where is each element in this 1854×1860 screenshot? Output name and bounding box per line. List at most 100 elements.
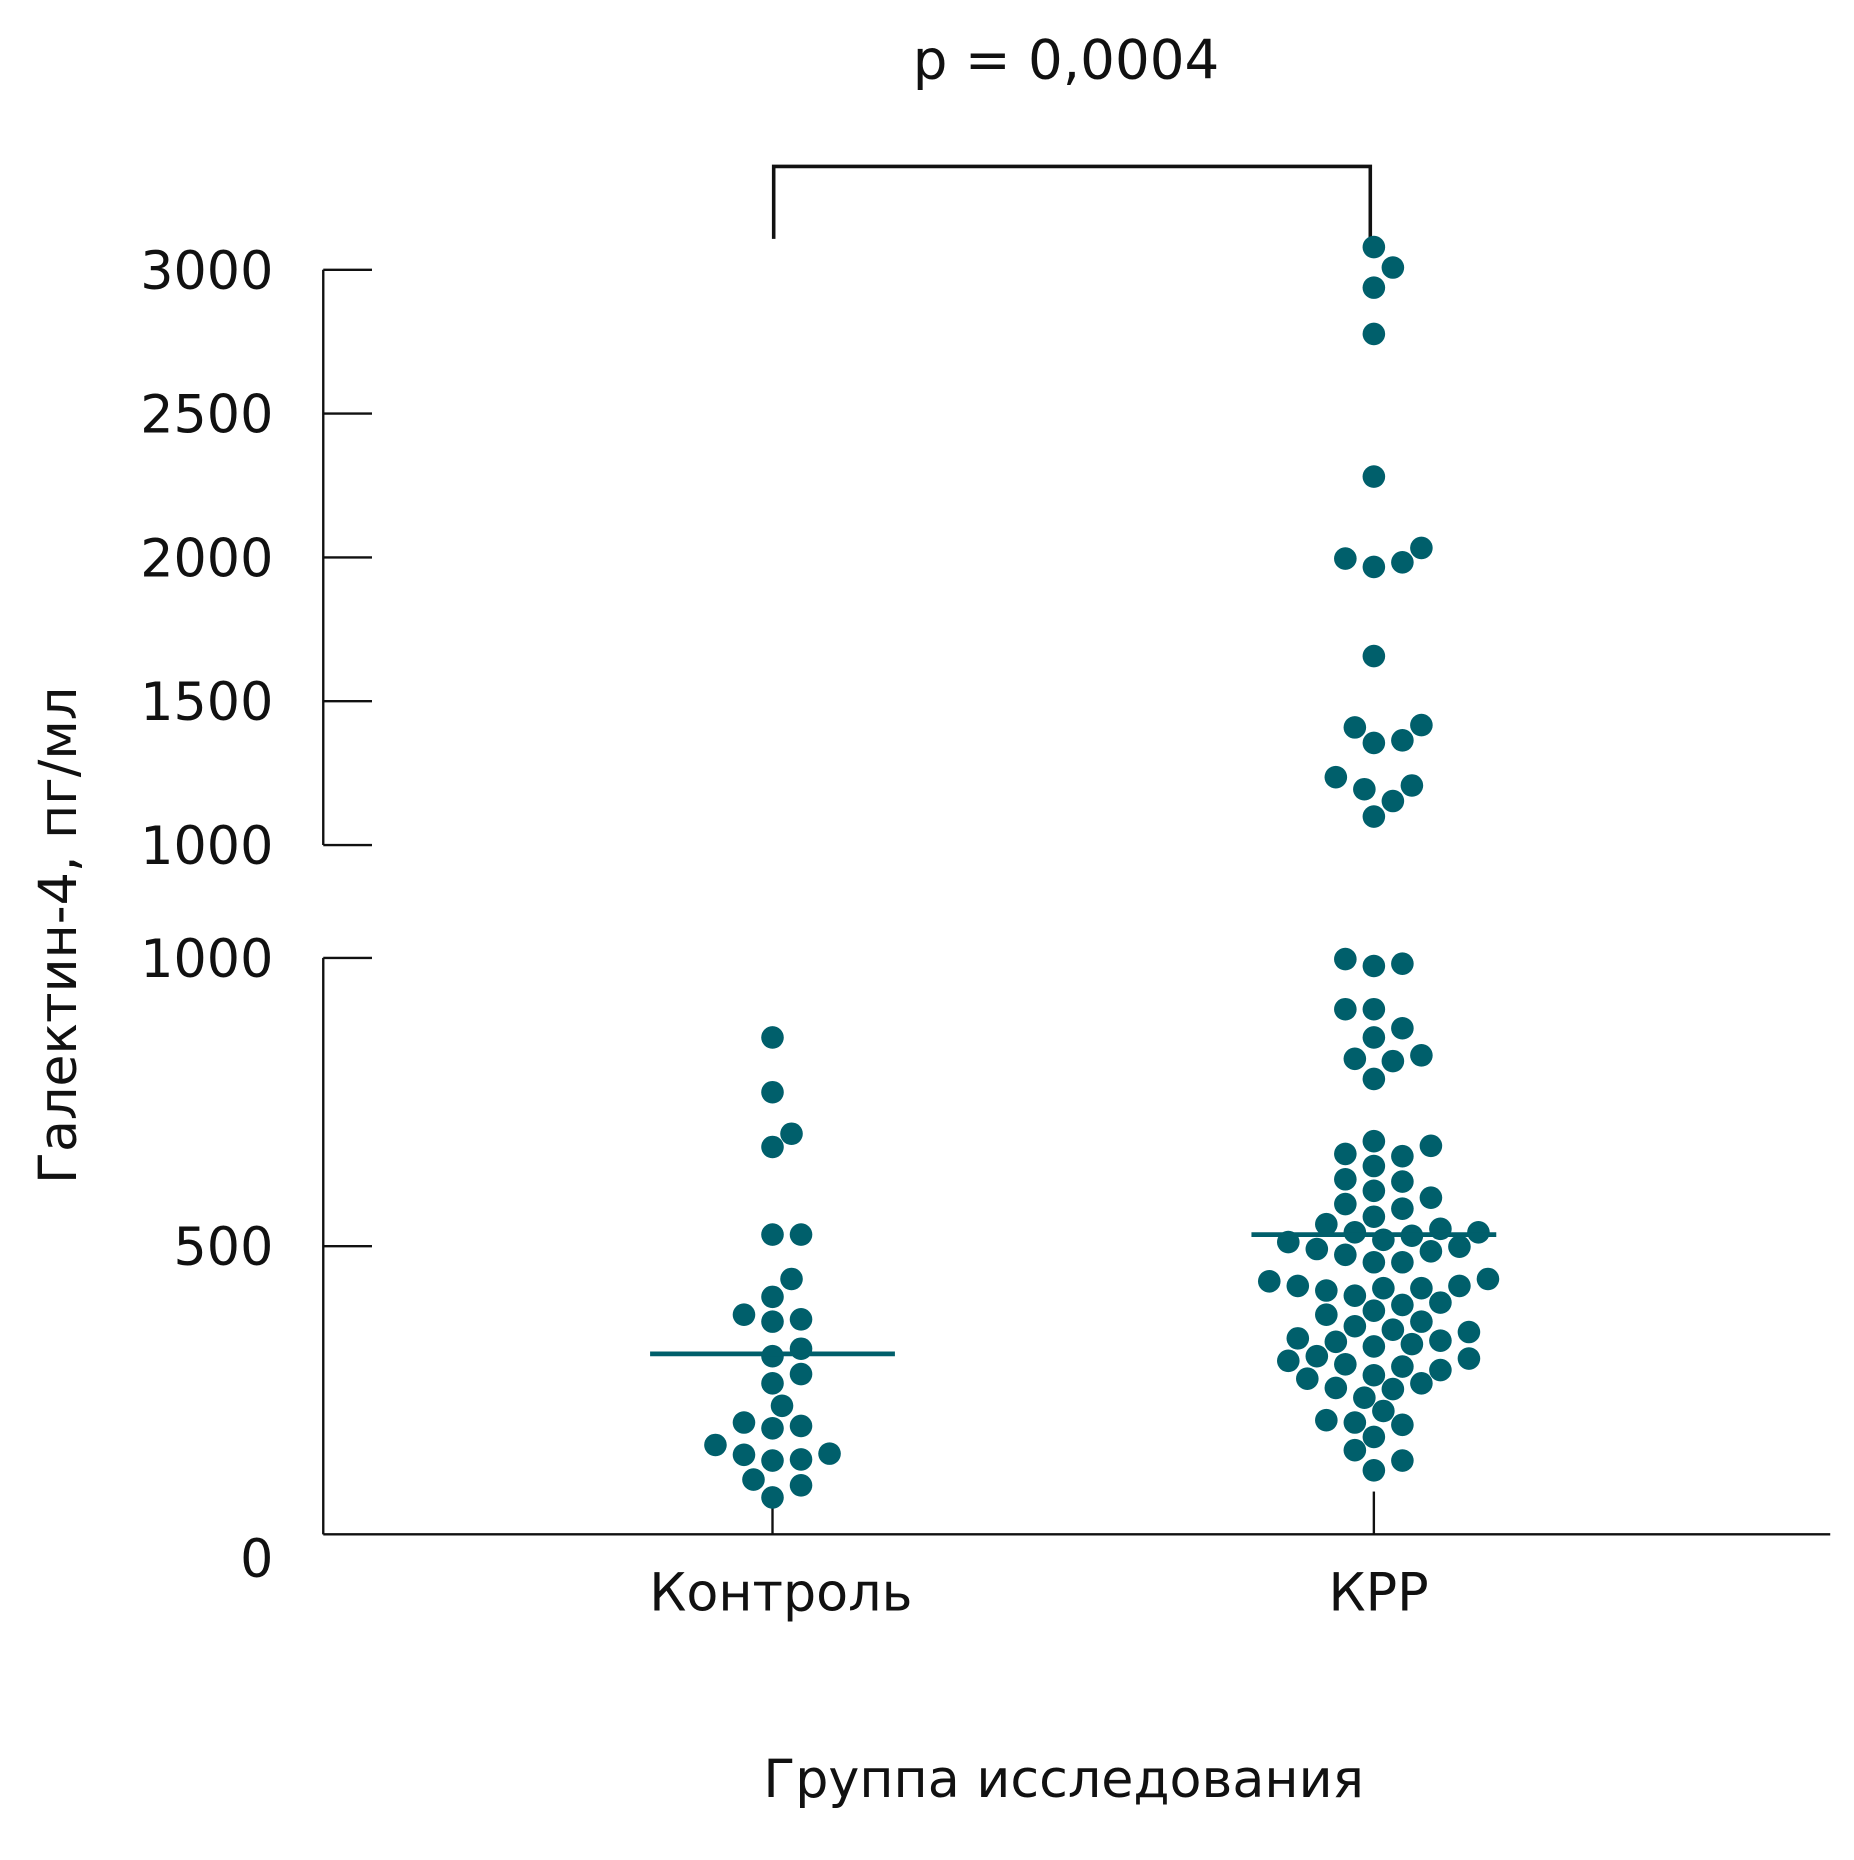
data-point: [1324, 1330, 1348, 1354]
data-point: [1362, 322, 1386, 346]
data-point: [1343, 1411, 1367, 1434]
data-point: [1362, 1154, 1386, 1178]
data-point: [1362, 805, 1386, 828]
data-point: [1410, 1276, 1433, 1300]
data-point: [1296, 1367, 1319, 1390]
data-point: [1410, 1310, 1433, 1333]
data-point: [780, 1122, 803, 1146]
data-point: [1362, 1129, 1386, 1153]
data-point: [1343, 1314, 1367, 1338]
y-tick-label-lower: 0: [240, 1529, 273, 1590]
y-tick-label-upper: 1500: [140, 672, 273, 733]
data-point: [1400, 1332, 1424, 1356]
data-point: [1372, 1276, 1395, 1300]
y-tick-label-upper: 2500: [140, 385, 273, 446]
data-point: [1381, 256, 1405, 279]
data-point: [789, 1414, 813, 1438]
data-point: [1372, 1399, 1395, 1423]
data-point: [1324, 1376, 1348, 1400]
data-point: [1391, 1355, 1414, 1378]
data-point: [789, 1308, 813, 1331]
data-point: [761, 1223, 784, 1246]
data-point: [1381, 1318, 1405, 1341]
data-point: [1429, 1329, 1452, 1352]
data-point: [1362, 1459, 1386, 1482]
significance-bracket: [771, 164, 1373, 239]
data-point: [1353, 777, 1376, 801]
data-point: [789, 1474, 813, 1497]
data-point: [1362, 1250, 1386, 1274]
data-point: [1419, 1186, 1443, 1210]
y-tick-label-lower: 500: [174, 1217, 274, 1278]
data-point: [1362, 555, 1386, 579]
data-point: [1305, 1237, 1329, 1261]
data-point: [1362, 1425, 1386, 1449]
data-point: [1457, 1347, 1481, 1370]
data-point: [1362, 954, 1386, 978]
data-point: [1419, 1134, 1443, 1158]
data-point: [1448, 1274, 1471, 1298]
data-point: [1362, 1335, 1386, 1358]
data-point: [1381, 789, 1405, 813]
x-axis-label: Группа исследования: [763, 1749, 1364, 1810]
data-point: [1429, 1358, 1452, 1382]
data-point: [1381, 1377, 1405, 1401]
data-point: [1257, 1270, 1281, 1293]
y-tick-label-upper: 1000: [140, 816, 273, 877]
data-point: [1286, 1327, 1310, 1350]
data-point: [789, 1223, 813, 1246]
data-point: [1391, 1250, 1414, 1274]
data-point: [1410, 713, 1433, 737]
data-point: [704, 1433, 727, 1457]
data-point: [1419, 1240, 1443, 1263]
data-point: [1391, 1293, 1414, 1317]
data-point: [1362, 731, 1386, 755]
data-point: [1362, 465, 1386, 488]
data-point: [1286, 1274, 1310, 1298]
data-point: [1334, 1142, 1357, 1166]
data-point: [1362, 644, 1386, 668]
data-point: [1324, 765, 1348, 789]
data-point: [1277, 1349, 1300, 1373]
x-tick-label-control: Контроль: [649, 1562, 912, 1623]
x-tick-label-krr: КРР: [1329, 1562, 1429, 1623]
data-point: [1362, 1067, 1386, 1091]
data-point: [1391, 1197, 1414, 1220]
data-point: [761, 1310, 784, 1333]
y-tick-label-upper: 2000: [140, 528, 273, 589]
data-point: [761, 1486, 784, 1509]
data-point: [732, 1303, 756, 1327]
data-point: [1362, 235, 1386, 259]
data-point: [761, 1080, 784, 1104]
data-point: [1315, 1212, 1338, 1236]
data-point: [1448, 1235, 1471, 1258]
data-point: [1334, 547, 1357, 570]
data-point: [1315, 1303, 1338, 1327]
data-point: [1362, 1179, 1386, 1203]
data-point: [1343, 1047, 1367, 1071]
data-point: [761, 1026, 784, 1049]
data-point: [1391, 729, 1414, 752]
data-point: [1334, 1243, 1357, 1267]
data-point: [1343, 1284, 1367, 1307]
data-point: [761, 1416, 784, 1440]
data-point: [1410, 536, 1433, 560]
data-point: [1391, 1449, 1414, 1472]
data-point: [761, 1449, 784, 1472]
data-point: [1315, 1408, 1338, 1432]
data-point: [1410, 1044, 1433, 1067]
data-point: [1391, 952, 1414, 975]
data-point: [1391, 1016, 1414, 1040]
data-point: [1343, 716, 1367, 739]
data-point: [789, 1337, 813, 1361]
data-point: [1457, 1320, 1481, 1344]
data-point: [1391, 1413, 1414, 1437]
data-point: [1391, 551, 1414, 574]
data-point: [1400, 774, 1424, 797]
data-point: [1362, 276, 1386, 299]
data-point: [1362, 1205, 1386, 1229]
data-point: [1362, 1363, 1386, 1387]
data-point: [818, 1442, 841, 1465]
data-point: [780, 1267, 803, 1291]
